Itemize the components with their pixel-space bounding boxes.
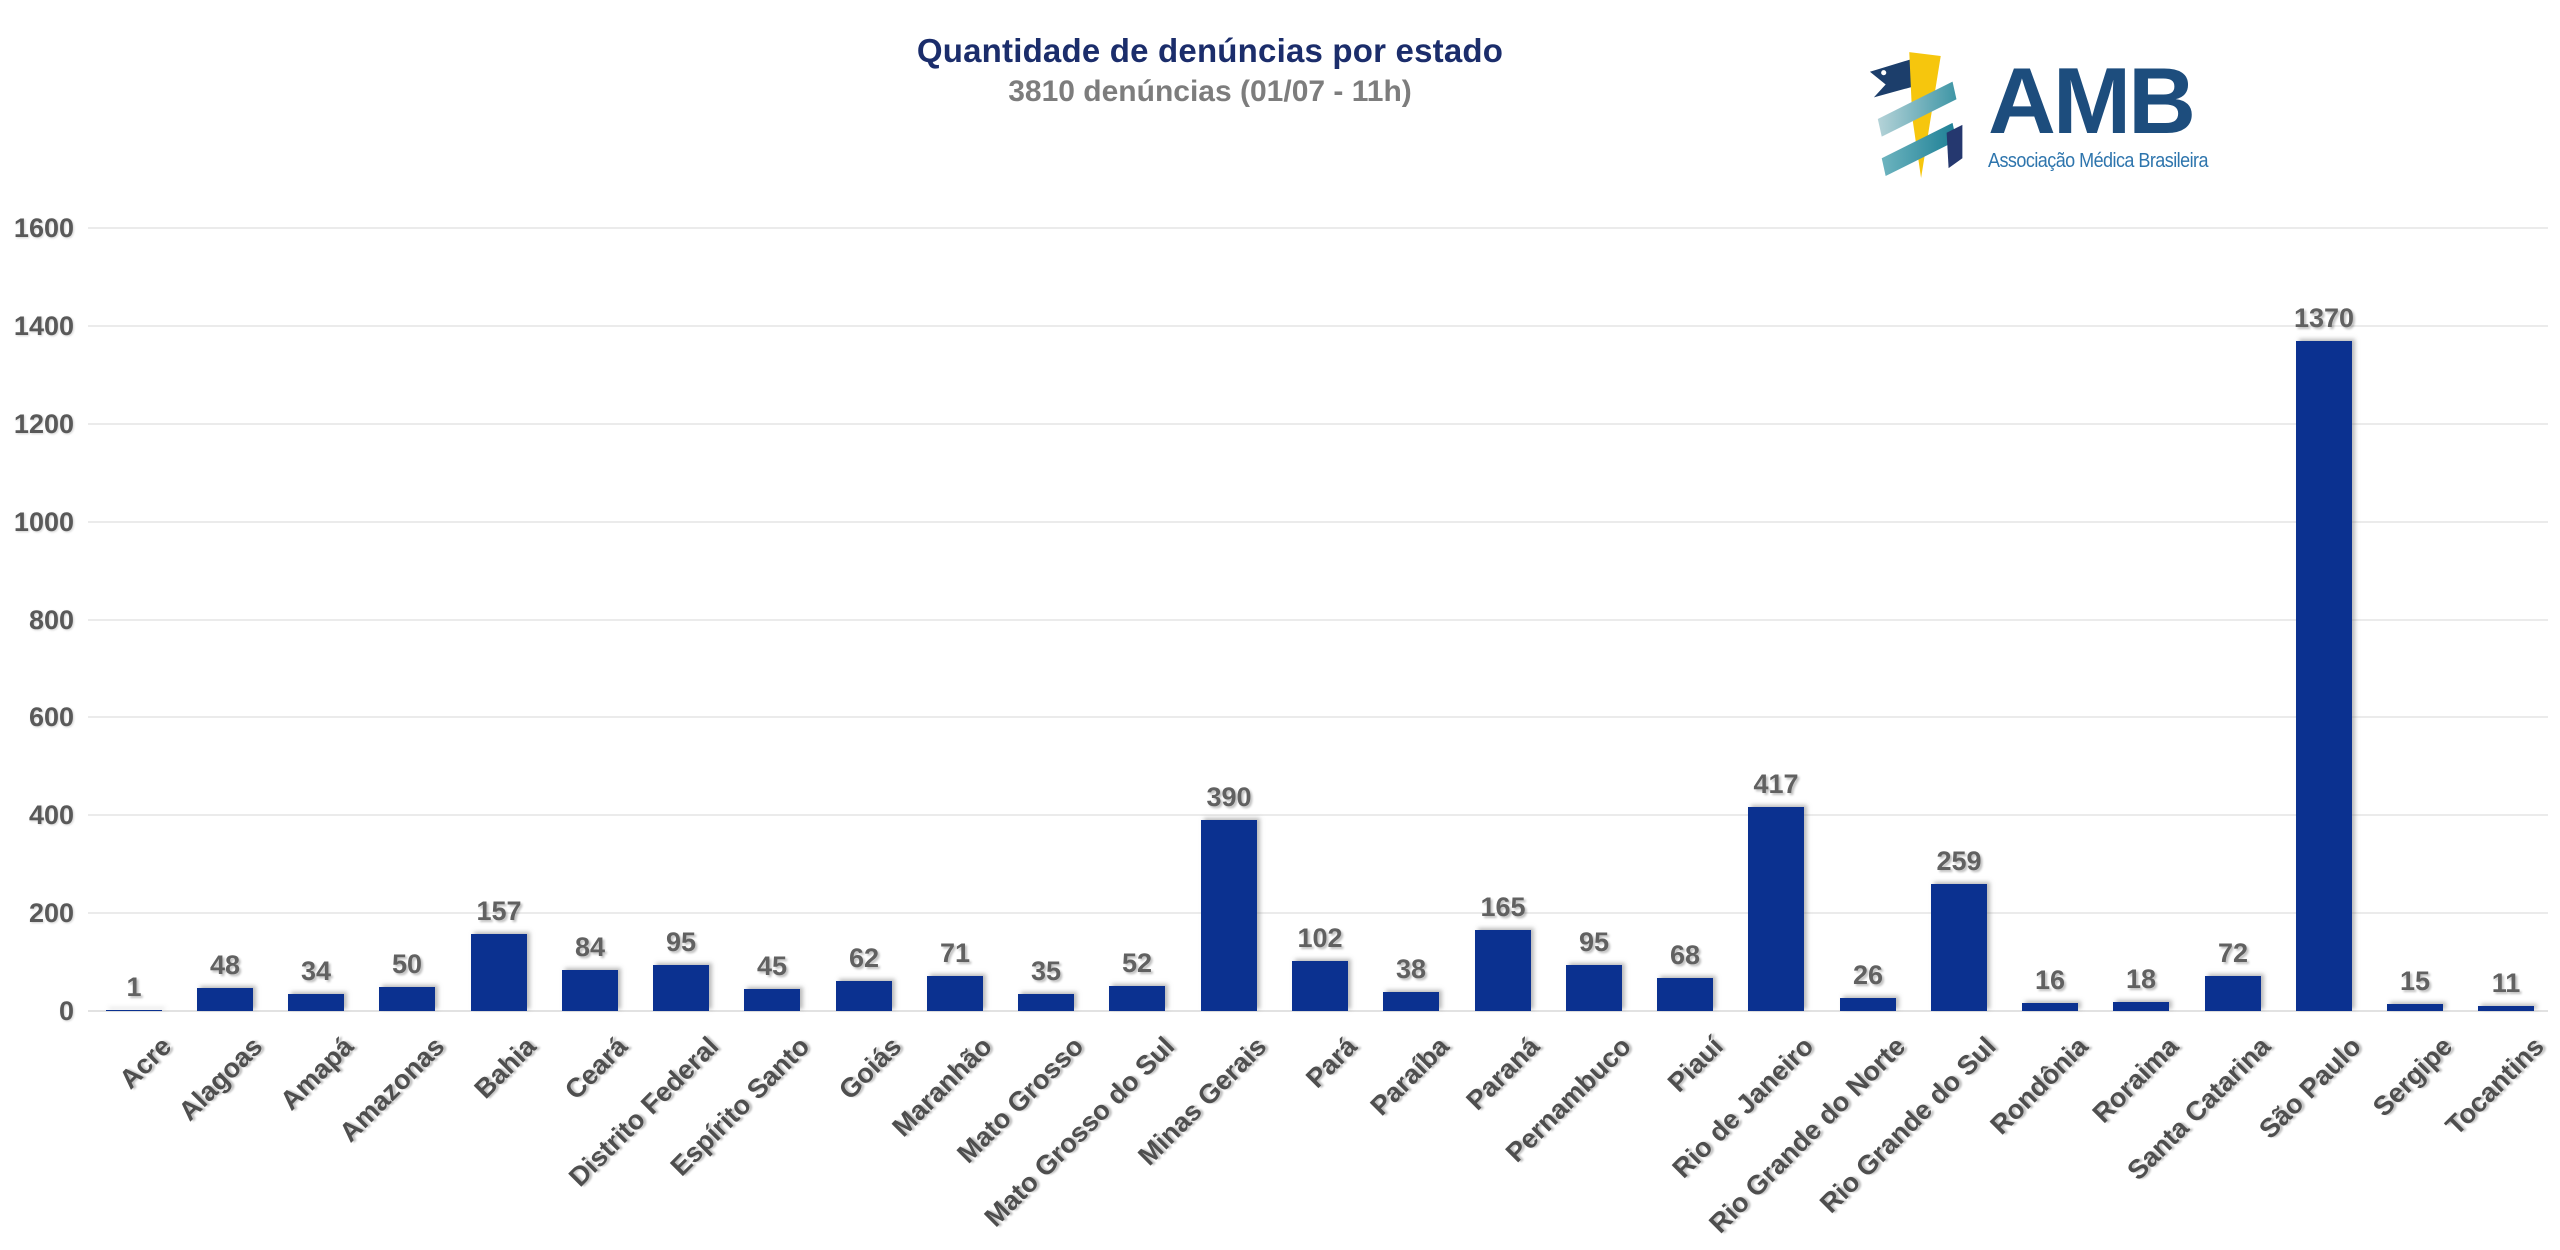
amb-logo: AMB Associação Médica Brasileira <box>1866 40 2266 200</box>
chart-subtitle: 3810 denúncias (01/07 - 11h) <box>1008 75 1412 108</box>
bar-mato-grosso-do-sul <box>1109 986 1165 1011</box>
bar-maranhão <box>927 976 983 1011</box>
bar-value-label: 1 <box>126 972 142 1002</box>
amb-acronym: AMB <box>1988 48 2196 153</box>
bar-value-label: 11 <box>2491 968 2521 998</box>
x-tick-label-text: Bahia <box>468 1031 542 1105</box>
y-tick-label-0: 0 <box>58 996 74 1026</box>
amb-caduceus-icon <box>1869 52 1963 178</box>
gridline-y-0 <box>88 1010 2548 1012</box>
bar-value-label: 18 <box>2125 964 2157 994</box>
x-tick-label-text: Rondônia <box>1984 1031 2094 1141</box>
bar-value-label: 45 <box>756 951 788 981</box>
bar-distrito-federal <box>653 965 709 1011</box>
bar-mato-grosso <box>1018 994 1074 1011</box>
gridline-y-600 <box>88 716 2548 719</box>
x-tick-label-text: Goiás <box>832 1031 907 1106</box>
x-tick-label-text: Sergipe <box>2367 1031 2459 1123</box>
gridline-y-1600 <box>88 227 2548 229</box>
bar-rio-grande-do-sul <box>1931 884 1987 1011</box>
bar-ceará <box>562 970 618 1011</box>
plot-area: 1 48 34 50 157 84 95 45 62 71 35 52 390 102 38 165 95 68 4… <box>88 227 2552 1012</box>
bar-value-label: 84 <box>574 932 606 962</box>
y-tick-label-400: 400 <box>28 800 74 831</box>
x-tick-label-text: Pará <box>1300 1031 1364 1094</box>
gridline-y-200 <box>88 912 2548 915</box>
chart-title: Quantidade de denúncias por estado <box>916 32 1504 69</box>
bar-rio-grande-do-norte <box>1840 998 1896 1011</box>
bar-value-label: 71 <box>939 938 971 968</box>
bar-pernambuco <box>1566 965 1622 1011</box>
bar-goiás <box>836 981 892 1011</box>
bar-rondônia <box>2022 1003 2078 1011</box>
bar-bahia <box>471 934 527 1011</box>
y-tick-label-1000: 1000 <box>13 506 74 537</box>
bar-value-label: 1370 <box>2293 303 2355 333</box>
bar-amapá <box>288 994 344 1011</box>
bar-value-label: 157 <box>476 896 522 926</box>
gridline-y-1400 <box>88 324 2548 327</box>
x-tick-label-text: Ceará <box>558 1031 634 1106</box>
bar-sergipe <box>2387 1004 2443 1011</box>
bar-paraíba <box>1383 992 1439 1011</box>
x-tick-label-text: Paraíba <box>1364 1031 1455 1122</box>
y-tick-label-1200: 1200 <box>13 408 74 439</box>
bar-value-label: 26 <box>1852 960 1884 990</box>
bar-value-label: 62 <box>848 943 880 973</box>
bar-value-label: 38 <box>1395 954 1427 984</box>
x-tick-label-text: Acre <box>113 1031 177 1095</box>
bar-são-paulo <box>2296 341 2352 1011</box>
x-tick-label-text: Tocantins <box>2439 1031 2550 1141</box>
gridline-y-400 <box>88 814 2548 817</box>
bar-value-label: 259 <box>1936 846 1982 876</box>
bar-roraima <box>2113 1002 2169 1011</box>
bar-acre <box>106 1010 162 1011</box>
bar-value-label: 390 <box>1206 782 1252 812</box>
y-tick-label-1600: 1600 <box>13 213 74 243</box>
y-tick-label-800: 800 <box>28 604 74 635</box>
bar-amazonas <box>379 987 435 1011</box>
y-tick-label-1400: 1400 <box>13 310 74 341</box>
bar-tocantins <box>2478 1006 2534 1011</box>
amb-org-name: Associação Médica Brasileira <box>1988 150 2209 172</box>
bar-rio-de-janeiro <box>1748 807 1804 1011</box>
bar-piauí <box>1657 978 1713 1011</box>
gridline-y-800 <box>88 618 2548 621</box>
amb-logo-text: AMB Associação Médica Brasileira <box>1988 48 2232 173</box>
chart-header: Quantidade de denúncias por estado 3810 … <box>0 30 2420 112</box>
bar-minas-gerais <box>1201 820 1257 1011</box>
x-tick-label-text: Alagoas <box>172 1031 269 1127</box>
bar-value-label: 72 <box>2217 938 2249 968</box>
bar-value-label: 34 <box>300 956 332 986</box>
bar-pará <box>1292 961 1348 1011</box>
bar-value-label: 417 <box>1753 769 1799 799</box>
bar-value-label: 15 <box>2399 966 2431 996</box>
bar-value-label: 95 <box>1578 927 1610 957</box>
x-tick-label-text: Amapá <box>274 1031 360 1116</box>
x-tick-label-text: Paraná <box>1460 1031 1546 1116</box>
y-tick-label-600: 600 <box>28 702 74 733</box>
x-tick-label-text: Piauí <box>1661 1031 1729 1098</box>
bar-value-label: 35 <box>1030 956 1062 986</box>
bar-paraná <box>1475 930 1531 1011</box>
bar-value-label: 50 <box>391 949 423 979</box>
y-tick-label-200: 200 <box>28 898 74 929</box>
bar-espírito-santo <box>744 989 800 1011</box>
bar-value-label: 52 <box>1121 948 1153 978</box>
bar-value-label: 95 <box>665 927 697 957</box>
x-tick-label-text: Rio Grande do Sul <box>1814 1031 2003 1219</box>
bar-santa-catarina <box>2205 976 2261 1011</box>
bar-value-label: 48 <box>209 950 241 980</box>
bar-alagoas <box>197 988 253 1011</box>
gridline-y-1200 <box>88 422 2548 425</box>
bar-value-label: 165 <box>1480 892 1526 922</box>
bar-value-label: 16 <box>2034 965 2066 995</box>
bar-value-label: 68 <box>1669 940 1701 970</box>
gridline-y-1000 <box>88 520 2548 523</box>
bar-value-label: 102 <box>1297 923 1343 953</box>
